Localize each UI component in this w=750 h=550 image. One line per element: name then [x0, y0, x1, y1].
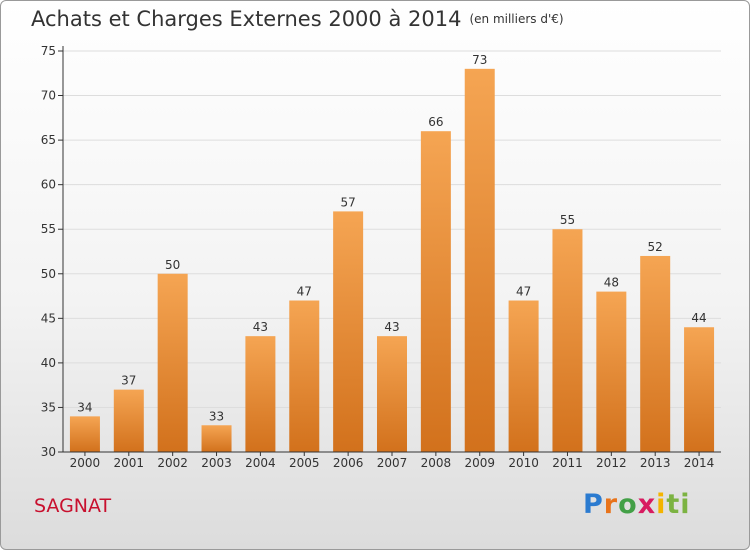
proxiti-logo: Proxiti: [583, 489, 691, 520]
bar: [684, 327, 715, 452]
x-tick-label: 2012: [596, 456, 627, 470]
bar: [201, 425, 232, 452]
x-tick-label: 2013: [640, 456, 671, 470]
bar: [333, 211, 364, 452]
bar-value-label: 43: [253, 320, 268, 334]
x-tick-label: 2005: [289, 456, 320, 470]
bar: [377, 336, 407, 452]
bar: [508, 300, 539, 452]
bar-value-label: 43: [384, 320, 399, 334]
x-tick-label: 2009: [464, 456, 495, 470]
bar: [245, 336, 276, 452]
x-tick-label: 2002: [157, 456, 188, 470]
x-tick-label: 2000: [70, 456, 101, 470]
x-tick-label: 2011: [552, 456, 583, 470]
x-tick-label: 2008: [421, 456, 452, 470]
logo-letter: x: [637, 489, 657, 520]
bar: [596, 291, 627, 452]
y-tick-label: 35: [41, 400, 56, 414]
y-tick-label: 50: [41, 267, 56, 281]
bar: [552, 229, 583, 452]
chart-title-text: Achats et Charges Externes 2000 à 2014: [31, 7, 462, 31]
logo-letter: r: [603, 489, 619, 520]
logo-letter: i: [656, 489, 667, 520]
bar: [157, 273, 188, 452]
x-tick-label: 2006: [333, 456, 364, 470]
bar-value-label: 66: [428, 115, 443, 129]
bar: [640, 255, 671, 452]
bar-value-label: 47: [516, 285, 531, 299]
bar-value-label: 50: [165, 258, 180, 272]
bar-value-label: 47: [297, 285, 312, 299]
chart-title: Achats et Charges Externes 2000 à 2014 (e…: [31, 7, 564, 31]
bar-value-label: 44: [691, 311, 706, 325]
bar-value-label: 34: [77, 400, 92, 414]
chart-unit: (en milliers d'€): [469, 12, 564, 26]
bar: [113, 389, 144, 452]
x-tick-label: 2014: [684, 456, 715, 470]
bar: [69, 416, 100, 452]
y-tick-label: 30: [41, 445, 56, 459]
bar-value-label: 73: [472, 53, 487, 67]
y-tick-label: 65: [41, 133, 56, 147]
bar: [420, 131, 451, 452]
y-tick-label: 45: [41, 311, 56, 325]
x-tick-label: 2001: [114, 456, 145, 470]
bar-value-label: 33: [209, 409, 224, 423]
x-tick-label: 2010: [508, 456, 539, 470]
logo-letter: ti: [666, 489, 691, 520]
axes: 30 35 40 45 50 55 60 65 70 75 2000 2001 2002 2003 2004…: [41, 44, 721, 470]
x-tick-label: 2007: [377, 456, 408, 470]
y-tick-label: 55: [41, 222, 56, 236]
logo-letter: P: [583, 489, 604, 520]
x-tick-label: 2004: [245, 456, 276, 470]
logo-letter: o: [618, 489, 638, 520]
bar-value-label: 52: [648, 240, 663, 254]
y-tick-label: 40: [41, 356, 56, 370]
y-tick-label: 70: [41, 89, 56, 103]
bar-value-label: 57: [340, 195, 355, 209]
bar: [464, 68, 495, 453]
bar-value-label: 37: [121, 374, 136, 388]
bar-value-label: 55: [560, 213, 575, 227]
bar: [289, 300, 320, 452]
y-tick-label: 75: [41, 44, 56, 58]
commune-name: SAGNAT: [34, 495, 112, 517]
bars: 34 37 50 33 43 47 57 43 66 73 47 55 48 52 44: [69, 53, 715, 453]
bar-value-label: 48: [604, 276, 619, 290]
y-tick-label: 60: [41, 178, 56, 192]
x-tick-label: 2003: [201, 456, 232, 470]
